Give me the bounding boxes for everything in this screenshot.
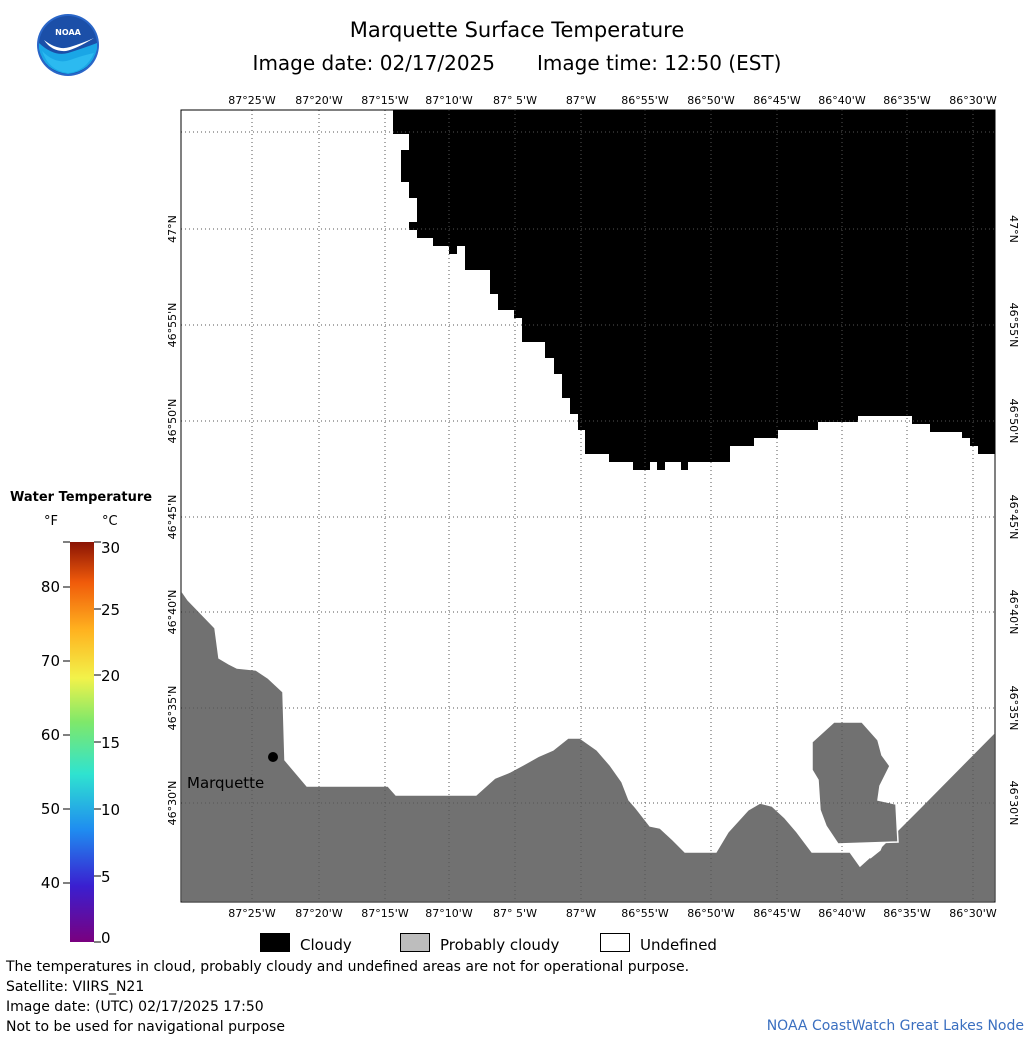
marquette-label: Marquette: [187, 774, 264, 792]
lon-label-bottom: 86°55'W: [621, 907, 669, 920]
legend-cloudy-label: Cloudy: [300, 936, 352, 954]
land-region: [181, 588, 995, 902]
scale-c-label: 0: [101, 929, 111, 947]
lon-label-top: 86°50'W: [687, 94, 735, 107]
unit-celsius: °C: [102, 514, 118, 529]
lon-label-bottom: 86°40'W: [818, 907, 866, 920]
scale-f-label: 40: [41, 874, 60, 892]
image-date-label: Image date: 02/17/2025: [252, 51, 496, 75]
lon-label-top: 87°20'W: [295, 94, 343, 107]
cloudy-swatch: [260, 933, 290, 952]
color-scale-bar: [70, 542, 94, 942]
left-latitude-labels: 47°N 46°55'N 46°50'N 46°45'N 46°40'N 46°…: [166, 215, 179, 825]
lat-label-left: 47°N: [166, 215, 179, 243]
lat-label-left: 46°35'N: [166, 686, 179, 731]
scale-c-label: 15: [101, 734, 120, 752]
legend-probably-cloudy-label: Probably cloudy: [440, 936, 560, 954]
lon-label-bottom: 87° 5'W: [493, 907, 537, 920]
unit-fahrenheit: °F: [44, 514, 58, 529]
lon-label-top: 87° 5'W: [493, 94, 537, 107]
lon-label-bottom: 87°15'W: [361, 907, 409, 920]
scale-c-label: 25: [101, 601, 120, 619]
legend-undefined-label: Undefined: [640, 936, 717, 954]
footer-satellite: Satellite: VIIRS_N21: [6, 979, 145, 995]
image-datetime: Image date: 02/17/2025 Image time: 12:50 …: [0, 51, 1034, 75]
color-scale-f-labels: 80 70 60 50 40: [41, 578, 60, 892]
lon-label-bottom: 87°20'W: [295, 907, 343, 920]
lon-label-top: 86°30'W: [949, 94, 997, 107]
scale-f-label: 60: [41, 726, 60, 744]
scale-c-label: 20: [101, 667, 120, 685]
lon-label-top: 86°35'W: [883, 94, 931, 107]
lon-label-top: 86°40'W: [818, 94, 866, 107]
color-scale-ticks: [63, 541, 101, 943]
footer-utc-date: Image date: (UTC) 02/17/2025 17:50: [6, 999, 264, 1015]
footer-nav-warning: Not to be used for navigational purpose: [6, 1019, 285, 1035]
scale-c-label: 30: [101, 539, 120, 557]
page-title: Marquette Surface Temperature: [349, 18, 685, 42]
noaa-emblem-icon: NOAA: [37, 14, 99, 76]
lon-label-top: 87°25'W: [228, 94, 276, 107]
noaa-logo: NOAA: [36, 13, 100, 77]
scale-f-label: 80: [41, 578, 60, 596]
graticule: [181, 110, 995, 902]
cloudy-region: [393, 110, 995, 470]
lat-label-left: 46°40'N: [166, 590, 179, 635]
scale-f-label: 70: [41, 652, 60, 670]
lon-label-top: 86°55'W: [621, 94, 669, 107]
footer-credit: NOAA CoastWatch Great Lakes Node: [766, 1018, 1024, 1034]
top-longitude-labels: 87°25'W 87°20'W 87°15'W 87°10'W 87° 5'W …: [228, 94, 997, 107]
bottom-longitude-labels: 87°25'W 87°20'W 87°15'W 87°10'W 87° 5'W …: [228, 907, 997, 920]
scale-c-label: 10: [101, 801, 120, 819]
color-scale-c-labels: 30 25 20 15 10 5 0: [101, 539, 120, 947]
lat-label-left: 46°45'N: [166, 495, 179, 540]
lon-label-bottom: 87°W: [566, 907, 596, 920]
scale-f-label: 50: [41, 800, 60, 818]
footer-note: The temperatures in cloud, probably clou…: [6, 959, 690, 975]
lon-label-bottom: 86°45'W: [753, 907, 801, 920]
right-latitude-labels: 47°N 46°55'N 46°50'N 46°45'N 46°40'N 46°…: [1007, 215, 1020, 825]
lat-label-right: 46°55'N: [1007, 303, 1020, 348]
lon-label-top: 86°45'W: [753, 94, 801, 107]
lon-label-bottom: 87°25'W: [228, 907, 276, 920]
map-border: [180, 109, 996, 903]
marquette-marker-icon: [268, 752, 278, 762]
image-time-label: Image time: 12:50 (EST): [537, 51, 782, 75]
lake-outline: [811, 721, 899, 845]
lat-label-right: 46°50'N: [1007, 399, 1020, 444]
lon-label-bottom: 86°35'W: [883, 907, 931, 920]
lat-label-left: 46°50'N: [166, 399, 179, 444]
lon-label-top: 87°10'W: [425, 94, 473, 107]
lat-label-right: 47°N: [1007, 215, 1020, 243]
color-scale-title: Water Temperature: [10, 490, 153, 505]
scale-c-label: 5: [101, 868, 111, 886]
lon-label-top: 87°W: [566, 94, 596, 107]
lat-label-left: 46°55'N: [166, 303, 179, 348]
lon-label-bottom: 87°10'W: [425, 907, 473, 920]
lat-label-left: 46°30'N: [166, 781, 179, 826]
lat-label-right: 46°30'N: [1007, 781, 1020, 826]
svg-text:NOAA: NOAA: [55, 28, 81, 37]
lat-label-right: 46°45'N: [1007, 495, 1020, 540]
lon-label-bottom: 86°30'W: [949, 907, 997, 920]
lat-label-right: 46°35'N: [1007, 686, 1020, 731]
undefined-swatch: [600, 933, 630, 952]
lon-label-bottom: 86°50'W: [687, 907, 735, 920]
lat-label-right: 46°40'N: [1007, 590, 1020, 635]
lon-label-top: 87°15'W: [361, 94, 409, 107]
probably-cloudy-swatch: [400, 933, 430, 952]
